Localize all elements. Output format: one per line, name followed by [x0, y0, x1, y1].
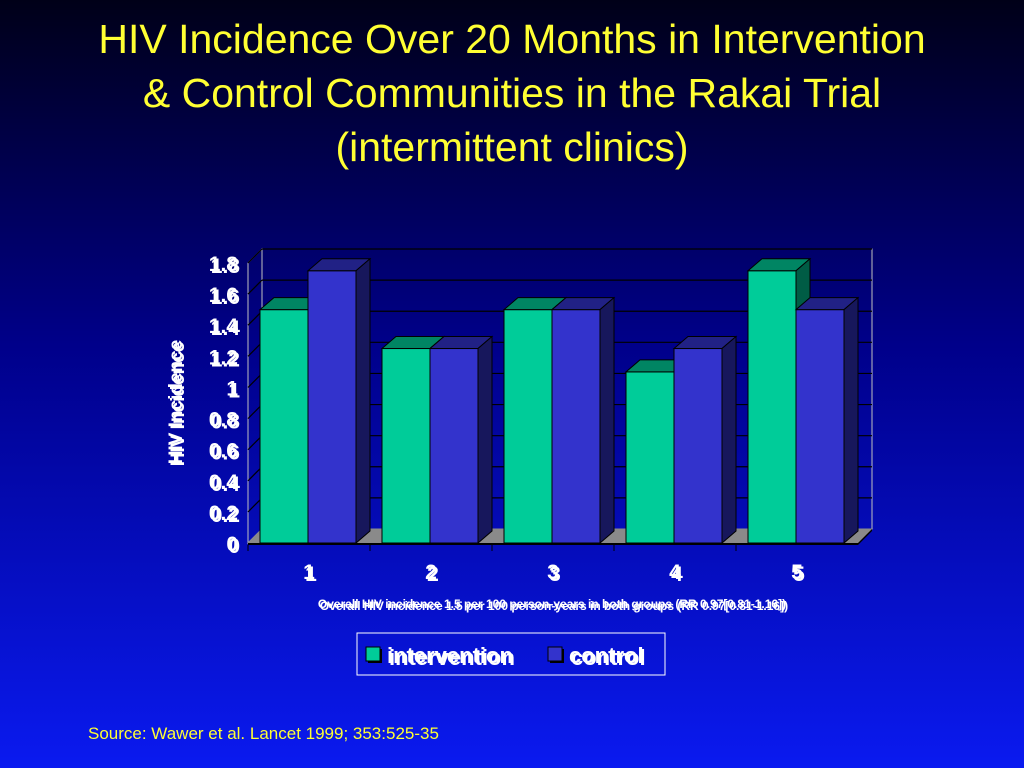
x-tick-label-shadow: 5	[793, 563, 805, 586]
y-tick-label-shadow: 1.2	[211, 348, 240, 371]
y-tick-label-shadow: 0	[228, 535, 240, 558]
x-tick-label: 2	[425, 561, 437, 584]
y-tick-label: 1.6	[209, 284, 238, 307]
y-tick-label: 0.2	[209, 502, 238, 525]
source-citation: Source: Wawer et al. Lancet 1999; 353:52…	[88, 724, 439, 743]
gridline-side	[247, 279, 263, 295]
legend-swatch-control	[547, 646, 563, 662]
bar-intervention-2	[381, 348, 431, 544]
x-tick-label-shadow: 3	[549, 563, 561, 586]
bar-intervention-3	[503, 309, 553, 544]
title-line-1: HIV Incidence Over 20 Months in Interven…	[98, 16, 926, 62]
y-tick-label: 0.8	[209, 409, 239, 432]
chart-annotation-shadow: Overall HIV incidence 1.5 per 100 person…	[320, 599, 788, 613]
chart-bars	[258, 257, 860, 545]
legend-label-intervention: intervention	[387, 643, 513, 668]
y-tick-label: 0	[226, 533, 238, 556]
y-tick-label: 1.2	[209, 346, 238, 369]
legend-label-intervention-shadow: intervention	[389, 645, 515, 670]
bar-side-control-3	[599, 296, 615, 545]
bar-chart: 000.20.20.40.40.60.60.80.8111.21.21.41.4…	[166, 247, 874, 676]
bar-side-control-5	[843, 296, 859, 545]
bar-intervention-1	[259, 309, 309, 544]
x-tick-label-shadow: 4	[671, 563, 683, 586]
y-tick-label-shadow: 1.6	[211, 286, 240, 309]
bar-side-control-4	[721, 335, 737, 545]
y-tick-label-shadow: 1.4	[211, 317, 241, 340]
bar-side-control-2	[477, 335, 493, 545]
x-tick-label-shadow: 1	[305, 563, 317, 586]
title-line-3: (intermittent clinics)	[335, 124, 689, 170]
x-tick-label: 3	[547, 561, 559, 584]
legend-label-control: control	[569, 643, 644, 668]
chart-annotation: Overall HIV incidence 1.5 per 100 person…	[318, 597, 786, 611]
y-tick-label-shadow: 0.4	[211, 473, 241, 496]
y-axis-label: HIV Incidence	[166, 340, 187, 465]
bar-intervention-4	[625, 371, 675, 544]
bar-intervention-5	[747, 270, 797, 544]
bar-control-5	[795, 309, 845, 544]
bar-control-2	[429, 348, 479, 544]
y-tick-label-shadow: 0.2	[211, 504, 240, 527]
slide-title: HIV Incidence Over 20 Months in Interven…	[20, 12, 1004, 174]
y-tick-label: 1.4	[209, 315, 239, 338]
gridline-side	[247, 248, 263, 264]
legend-swatch-intervention	[365, 646, 381, 662]
bar-control-3	[551, 309, 601, 544]
bar-side-control-1	[355, 257, 371, 545]
legend-box	[356, 632, 666, 676]
title-line-2: & Control Communities in the Rakai Trial	[142, 70, 882, 116]
bar-control-4	[673, 348, 723, 544]
chart-labels: 000.20.20.40.40.60.60.80.8111.21.21.41.4…	[166, 253, 805, 676]
y-tick-label: 0.4	[209, 471, 239, 494]
y-axis-label-shadow: HIV Incidence	[168, 342, 189, 467]
legend-label-control-shadow: control	[571, 645, 646, 670]
y-tick-label-shadow: 1	[228, 379, 240, 402]
y-tick-label: 1.8	[209, 253, 239, 276]
x-tick-label: 4	[669, 561, 681, 584]
y-tick-label-shadow: 0.8	[211, 411, 241, 434]
bar-control-1	[307, 270, 357, 544]
y-tick-label-shadow: 0.6	[211, 442, 240, 465]
x-tick-label-shadow: 2	[427, 563, 439, 586]
x-tick-label: 1	[303, 561, 315, 584]
y-tick-label-shadow: 1.8	[211, 255, 241, 278]
x-tick-label: 5	[791, 561, 803, 584]
y-tick-label: 1	[226, 377, 238, 400]
y-tick-label: 0.6	[209, 440, 238, 463]
